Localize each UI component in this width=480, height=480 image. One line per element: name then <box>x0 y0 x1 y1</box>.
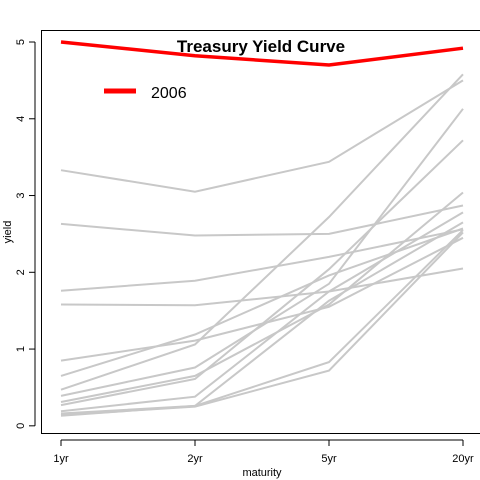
x-tick-label-2yr: 2yr <box>187 453 203 465</box>
series-layer <box>61 42 463 416</box>
background-series-line-1 <box>61 80 463 191</box>
legend: 2006 <box>104 85 187 102</box>
x-axis: 1yr 2yr 5yr 20yr <box>53 440 474 465</box>
y-tick-label-0: 0 <box>15 423 27 429</box>
background-series-line-7 <box>61 74 463 389</box>
chart-title: Treasury Yield Curve <box>177 37 345 56</box>
y-tick-label-3: 3 <box>15 192 27 198</box>
background-series-line-2 <box>61 206 463 236</box>
y-tick-label-5: 5 <box>15 39 27 45</box>
x-tick-label-5yr: 5yr <box>321 453 337 465</box>
x-tick-label-1yr: 1yr <box>53 453 69 465</box>
background-series-line-14 <box>61 222 463 415</box>
x-axis-title: maturity <box>242 467 282 479</box>
y-tick-label-4: 4 <box>15 116 27 122</box>
y-tick-label-2: 2 <box>15 269 27 275</box>
background-series-line-9 <box>61 193 463 403</box>
legend-label-2006: 2006 <box>151 85 187 102</box>
y-axis-title: yield <box>2 221 14 244</box>
y-axis: 0 1 2 3 4 5 <box>15 39 35 429</box>
y-tick-label-1: 1 <box>15 346 27 352</box>
x-tick-label-20yr: 20yr <box>452 453 474 465</box>
